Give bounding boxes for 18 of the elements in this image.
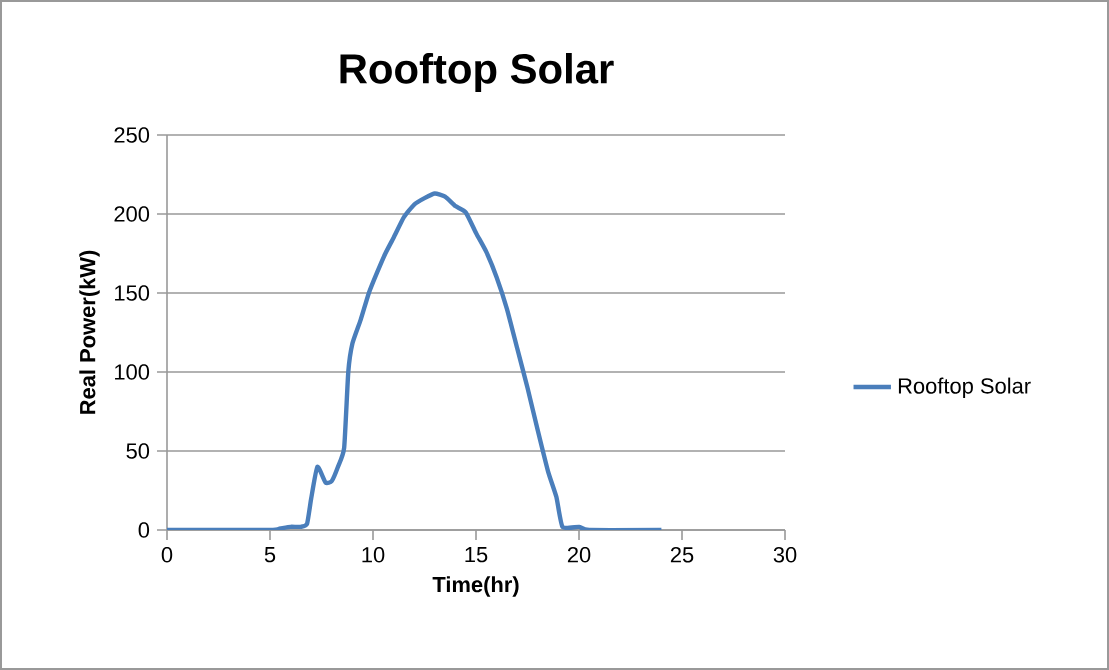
y-tick-label: 100 bbox=[115, 364, 150, 380]
y-axis-title: Real Power(kW) bbox=[79, 250, 100, 414]
legend-label: Rooftop Solar bbox=[898, 377, 1031, 398]
x-tick-label: 0 bbox=[161, 547, 173, 563]
y-tick-label: 0 bbox=[138, 522, 150, 538]
line-series bbox=[167, 191, 664, 530]
y-tick-label: 150 bbox=[115, 285, 150, 301]
y-tick-label: 50 bbox=[126, 443, 150, 459]
x-tick-label: 25 bbox=[670, 547, 694, 563]
x-tick-label: 30 bbox=[773, 547, 797, 563]
x-tick-label: 20 bbox=[567, 547, 591, 563]
x-tick-label: 10 bbox=[362, 547, 385, 563]
x-axis-title: Time(hr) bbox=[432, 576, 519, 597]
chart-title: Rooftop Solar bbox=[340, 53, 614, 93]
x-tick-label: 15 bbox=[465, 547, 488, 563]
x-tick-label: 5 bbox=[264, 547, 276, 563]
y-tick-label: 200 bbox=[114, 206, 150, 222]
y-tick-label: 250 bbox=[114, 127, 150, 143]
